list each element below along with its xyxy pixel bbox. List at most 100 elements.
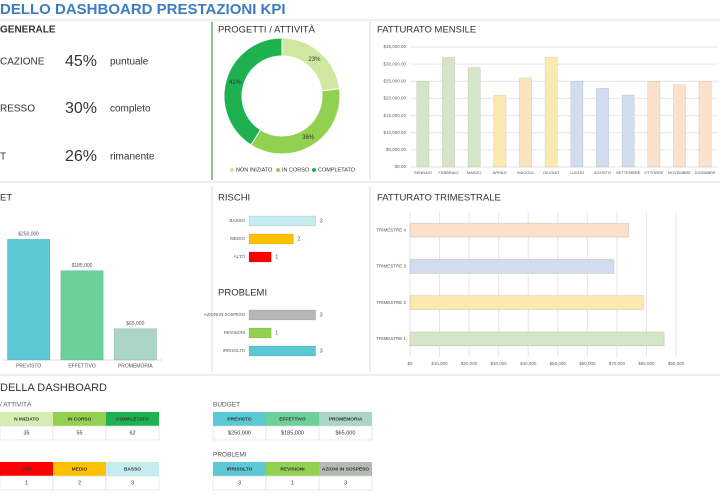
table-value: 3 — [131, 480, 134, 486]
legend-swatch — [312, 168, 316, 172]
bar — [544, 56, 558, 168]
y-tick-label: REVISIONI — [224, 330, 245, 335]
x-tick-label: $70,000 — [609, 361, 626, 366]
donut-segment — [281, 37, 341, 92]
table-title: BUDGET — [213, 402, 240, 409]
table-header-cell — [319, 412, 372, 426]
section-title: DELLA DASHBOARD — [0, 382, 107, 394]
data-label: 23% — [308, 57, 321, 63]
table-cell — [318, 475, 373, 491]
y-tick-label: BASSO — [229, 218, 245, 223]
bar — [416, 80, 430, 168]
table-value: 35 — [23, 430, 29, 436]
kpi-percent: 30% — [65, 100, 97, 117]
legend-swatch — [230, 168, 234, 172]
table-value: $250,000 — [228, 430, 251, 436]
x-tick-label: NOVEMBRE — [668, 170, 691, 175]
donut-segment — [223, 37, 283, 146]
x-tick-label: PROMEMORIA — [118, 363, 153, 369]
kpi-label: T — [0, 152, 6, 163]
table-value: 1 — [25, 480, 28, 486]
kpi-percent: 45% — [65, 53, 97, 70]
x-tick-label: MAGGIO — [517, 170, 533, 175]
table-header-cell — [106, 462, 159, 476]
table-value: $185,000 — [281, 430, 304, 436]
table-value: 1 — [291, 480, 294, 486]
bar — [248, 309, 316, 321]
table-header-cell — [319, 462, 372, 476]
table-header-cell — [106, 412, 159, 426]
chart-title: RISCHI — [218, 193, 250, 204]
x-tick-label: $40,000 — [520, 361, 537, 366]
table-header-cell — [0, 412, 53, 426]
data-label: 1 — [275, 330, 278, 336]
table-header: EFFETTIVO — [279, 416, 306, 422]
y-tick-label: AZIONI IN SOSPESO — [204, 312, 246, 317]
y-tick-label: $30,000.00 — [383, 61, 406, 66]
chart-title: FATTURATO MENSILE — [377, 25, 476, 36]
kpi-status: puntuale — [110, 57, 149, 68]
data-label: 3 — [320, 312, 323, 318]
y-tick-label: TRIMESTRE 4 — [376, 227, 406, 232]
x-tick-label: GIUGNO — [543, 170, 559, 175]
y-tick-label: TRIMESTRE 1 — [376, 336, 406, 341]
table-cell — [105, 425, 160, 441]
x-tick-label: SETTEMBRE — [616, 170, 641, 175]
table-header: REVISIONI — [280, 466, 305, 472]
x-tick-label: PREVISTO — [16, 363, 41, 369]
table-value: 62 — [129, 430, 135, 436]
data-label: 3 — [320, 348, 323, 354]
table-header: PROMEMORIA — [329, 416, 363, 422]
table-header: LTO — [22, 466, 31, 472]
bar — [621, 94, 635, 168]
page-title: DELLO DASHBOARD PRESTAZIONI KPI — [0, 1, 286, 18]
table-header-cell — [53, 412, 106, 426]
table-cell — [105, 475, 160, 491]
table-header: BASSO — [124, 466, 141, 472]
x-tick-label: $60,000 — [579, 361, 596, 366]
table-value: 3 — [238, 480, 241, 486]
bar — [570, 80, 584, 168]
legend-label: NON INIZIATO — [236, 167, 273, 173]
x-tick-label: $20,000 — [461, 361, 478, 366]
data-label: 1 — [275, 254, 278, 260]
data-label: $250,000 — [18, 231, 39, 237]
y-tick-label: $0.00 — [395, 164, 407, 169]
legend-label: COMPLETATO — [318, 167, 356, 173]
chart-title: ET — [0, 193, 12, 204]
x-tick-label: APRILE — [493, 170, 508, 175]
table-header: MEDIO — [72, 466, 88, 472]
table-value: $65,000 — [336, 430, 356, 436]
bar — [647, 80, 661, 168]
table-header-cell — [266, 462, 319, 476]
bar — [442, 56, 455, 168]
y-tick-label: $5,000.00 — [386, 147, 407, 152]
bar — [596, 87, 609, 168]
chart-title: PROBLEMI — [218, 288, 267, 299]
kpi-label: RESSO — [0, 104, 35, 115]
x-tick-label: $50,000 — [550, 361, 567, 366]
table-header-cell — [266, 412, 319, 426]
x-tick-label: OTTOBRE — [644, 170, 664, 175]
bar — [673, 84, 686, 168]
kpi-percent: 26% — [65, 148, 97, 165]
table-header-cell — [213, 412, 266, 426]
y-tick-label: $25,000.00 — [383, 78, 406, 83]
bar — [519, 77, 532, 168]
bar — [248, 345, 316, 357]
table-header-cell — [53, 462, 106, 476]
x-tick-label: $90,000 — [668, 361, 685, 366]
x-tick-label: MARZO — [467, 170, 481, 175]
section-title: GENERALE — [0, 25, 56, 36]
bar — [248, 215, 316, 227]
bar — [7, 238, 51, 361]
table-cell — [318, 425, 373, 441]
bar — [248, 251, 272, 263]
table-title: / ATTIVITÀ — [0, 400, 32, 409]
y-tick-label: IRRISOLTO — [223, 348, 246, 353]
data-label: $65,000 — [126, 321, 144, 327]
chart-title: PROGETTI / ATTIVITÀ — [218, 25, 316, 36]
y-tick-label: $20,000.00 — [383, 96, 406, 101]
donut-segment — [250, 88, 341, 155]
